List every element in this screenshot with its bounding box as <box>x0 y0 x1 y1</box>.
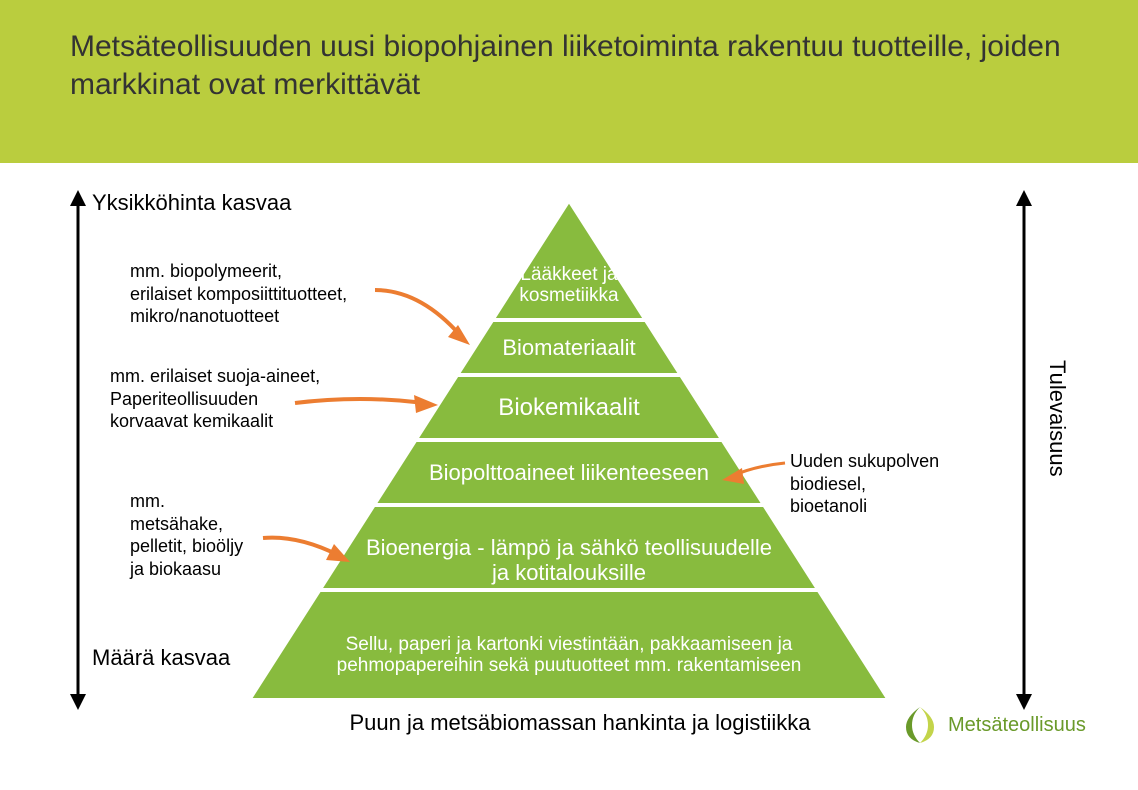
right-axis-arrow <box>1014 190 1034 710</box>
pyramid-layer-label: Sellu, paperi ja kartonki viestintään, p… <box>299 634 839 678</box>
page-title: Metsäteollisuuden uusi biopohjainen liik… <box>70 28 1068 103</box>
logo-icon <box>900 705 940 745</box>
title-banner: Metsäteollisuuden uusi biopohjainen liik… <box>0 0 1138 163</box>
pyramid-layer-label: Bioenergia - lämpö ja sähkö teollisuudel… <box>361 535 776 586</box>
logo-text: Metsäteollisuus <box>948 714 1086 737</box>
callout-arrow-biochemicals <box>290 385 440 425</box>
annotation-biomaterials: mm. biopolymeerit, erilaiset komposiitti… <box>130 260 347 328</box>
right-axis-label: Tulevaisuus <box>1044 360 1070 477</box>
callout-arrow-biomaterials <box>370 285 480 355</box>
annotation-biochemicals: mm. erilaiset suoja-aineet, Paperiteolli… <box>110 365 320 433</box>
annotation-bioenergy: mm. metsähake, pelletit, bioöljy ja biok… <box>130 490 243 580</box>
annotation-biofuels: Uuden sukupolven biodiesel, bioetanoli <box>790 450 939 518</box>
left-axis-arrow <box>68 190 88 710</box>
callout-arrow-biofuels <box>720 458 790 488</box>
pyramid-layer-label: Biomateriaalit <box>489 335 649 360</box>
diagram-stage: Yksikköhinta kasvaa Määrä kasvaa Tulevai… <box>0 190 1138 790</box>
logo: Metsäteollisuus <box>900 705 1086 745</box>
pyramid-layer-label: Biokemikaalit <box>451 394 687 422</box>
pyramid-caption: Puun ja metsäbiomassan hankinta ja logis… <box>260 710 900 736</box>
callout-arrow-bioenergy <box>258 530 358 570</box>
left-axis-bottom-label: Määrä kasvaa <box>92 645 230 671</box>
pyramid-layer-label: Lääkkeet ja kosmetiikka <box>489 264 649 308</box>
pyramid-layer-label: Biopolttoaineet liikenteeseen <box>409 460 728 485</box>
